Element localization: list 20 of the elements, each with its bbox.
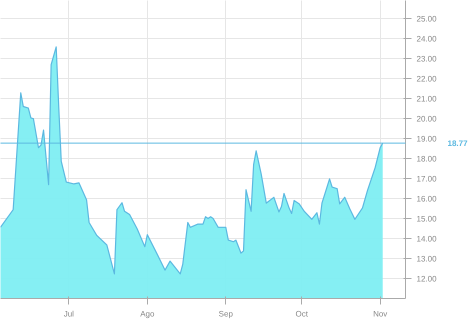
y-tick-label: 17.00 xyxy=(416,174,438,184)
x-tick-label: Oct xyxy=(295,310,309,318)
y-tick-label: 22.00 xyxy=(416,74,438,84)
x-tick-label: Nov xyxy=(373,310,388,318)
y-tick-label: 23.00 xyxy=(416,54,438,64)
x-tick-label: Jul xyxy=(64,310,74,318)
y-tick-label: 18.00 xyxy=(416,154,438,164)
x-tick-label: Ago xyxy=(140,310,155,318)
y-tick-label: 15.00 xyxy=(416,214,438,224)
y-tick-label: 14.00 xyxy=(416,234,438,244)
y-tick-label: 20.00 xyxy=(416,114,438,124)
y-tick-label: 24.00 xyxy=(416,34,438,44)
y-tick-label: 19.00 xyxy=(416,134,438,144)
y-tick-label: 21.00 xyxy=(416,94,438,104)
y-tick-label: 25.00 xyxy=(416,14,438,24)
ref-line-label: 18.77 xyxy=(448,139,468,148)
y-tick-label: 16.00 xyxy=(416,194,438,204)
y-tick-label: 12.00 xyxy=(416,274,438,284)
x-tick-label: Sep xyxy=(218,310,234,318)
y-tick-label: 13.00 xyxy=(416,254,438,264)
